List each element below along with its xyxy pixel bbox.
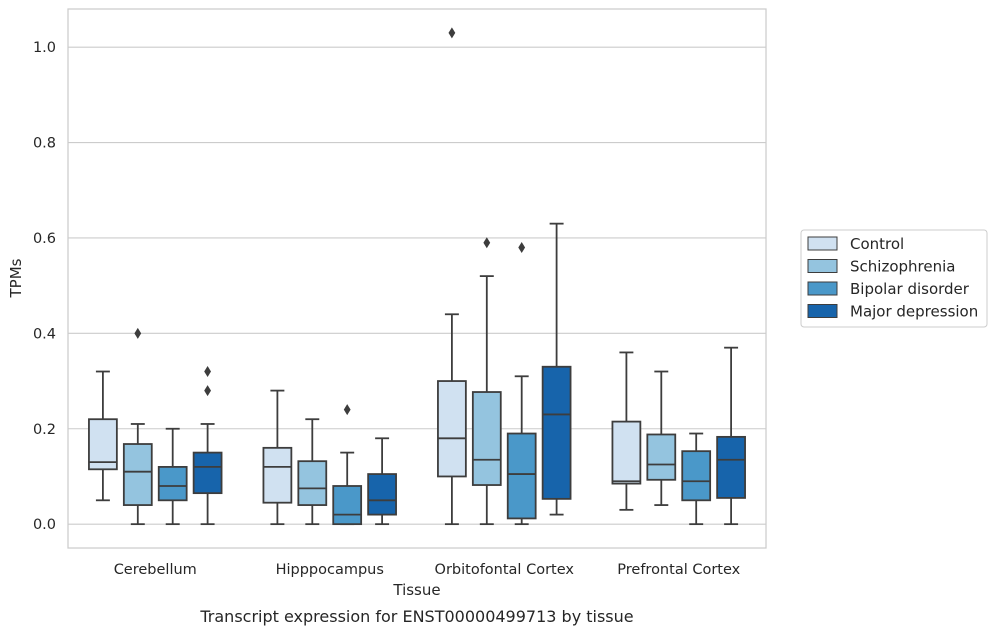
box	[646, 433, 677, 481]
box-group	[88, 370, 118, 502]
legend-swatch	[807, 259, 838, 273]
legend-swatch	[807, 304, 838, 318]
x-tick-label: Prefrontal Cortex	[617, 562, 740, 578]
box	[157, 466, 188, 502]
box	[611, 420, 642, 485]
box	[506, 432, 537, 520]
box	[367, 473, 397, 516]
x-tick-label: Cerebellum	[114, 562, 197, 578]
y-tick-label: 0.4	[33, 326, 56, 342]
y-tick-label: 0.6	[33, 231, 56, 247]
box	[122, 443, 153, 506]
chart-caption: Transcript expression for ENST0000049971…	[199, 607, 633, 626]
box-group	[332, 404, 363, 526]
legend-label: Bipolar disorder	[850, 280, 970, 298]
box-group	[506, 241, 537, 526]
box-group	[262, 389, 293, 526]
x-tick-labels: Cerebellum Hipppocampus Orbitofontal Corte…	[114, 562, 741, 578]
legend-frame	[800, 229, 988, 328]
y-tick-label: 0.0	[33, 517, 56, 533]
y-tick-label: 0.8	[33, 136, 56, 152]
y-tick-label: 0.2	[33, 422, 56, 438]
box	[541, 365, 572, 500]
outlier-point	[204, 366, 211, 378]
outlier-point	[343, 404, 351, 416]
legend-swatch	[807, 236, 838, 251]
y-tick-labels: 0.0 0.2 0.4 0.6 0.8 1.0	[33, 40, 56, 533]
box-group	[122, 327, 153, 526]
legend-label: Control	[850, 235, 904, 253]
outlier-point	[134, 327, 142, 339]
box-group	[471, 237, 502, 526]
box-group	[297, 418, 328, 526]
box-group	[192, 366, 223, 526]
box-group	[681, 432, 712, 526]
box-group	[541, 222, 572, 516]
box	[88, 418, 118, 471]
x-axis-title: Tissue	[392, 581, 440, 599]
box	[332, 485, 363, 526]
box	[716, 435, 746, 499]
box-group	[611, 351, 642, 511]
box	[681, 450, 712, 502]
legend: Control Schizophrenia Bipolar disorder Majo…	[800, 229, 988, 328]
box	[262, 446, 293, 504]
x-tick-label: Orbitofontal Cortex	[435, 562, 575, 578]
outlier-point	[518, 241, 526, 253]
gridlines	[68, 46, 766, 525]
plot-area-frame	[67, 8, 767, 549]
outlier-point	[448, 27, 456, 39]
x-tick-label: Hipppocampus	[276, 562, 384, 578]
box	[437, 380, 467, 478]
box	[471, 391, 502, 486]
legend-label: Major depression	[850, 303, 978, 321]
box-group	[437, 27, 467, 526]
outlier-point	[483, 237, 491, 249]
boxes	[88, 27, 746, 526]
legend-label: Schizophrenia	[850, 258, 955, 276]
box-group	[716, 346, 746, 526]
y-axis-title: TPMs	[7, 258, 25, 298]
box-group	[367, 437, 397, 526]
box-group	[646, 370, 677, 506]
box	[297, 460, 328, 506]
box-group	[157, 427, 188, 526]
box	[192, 451, 223, 495]
y-tick-label: 1.0	[33, 40, 56, 56]
legend-swatch	[807, 281, 838, 296]
outlier-point	[204, 385, 211, 397]
